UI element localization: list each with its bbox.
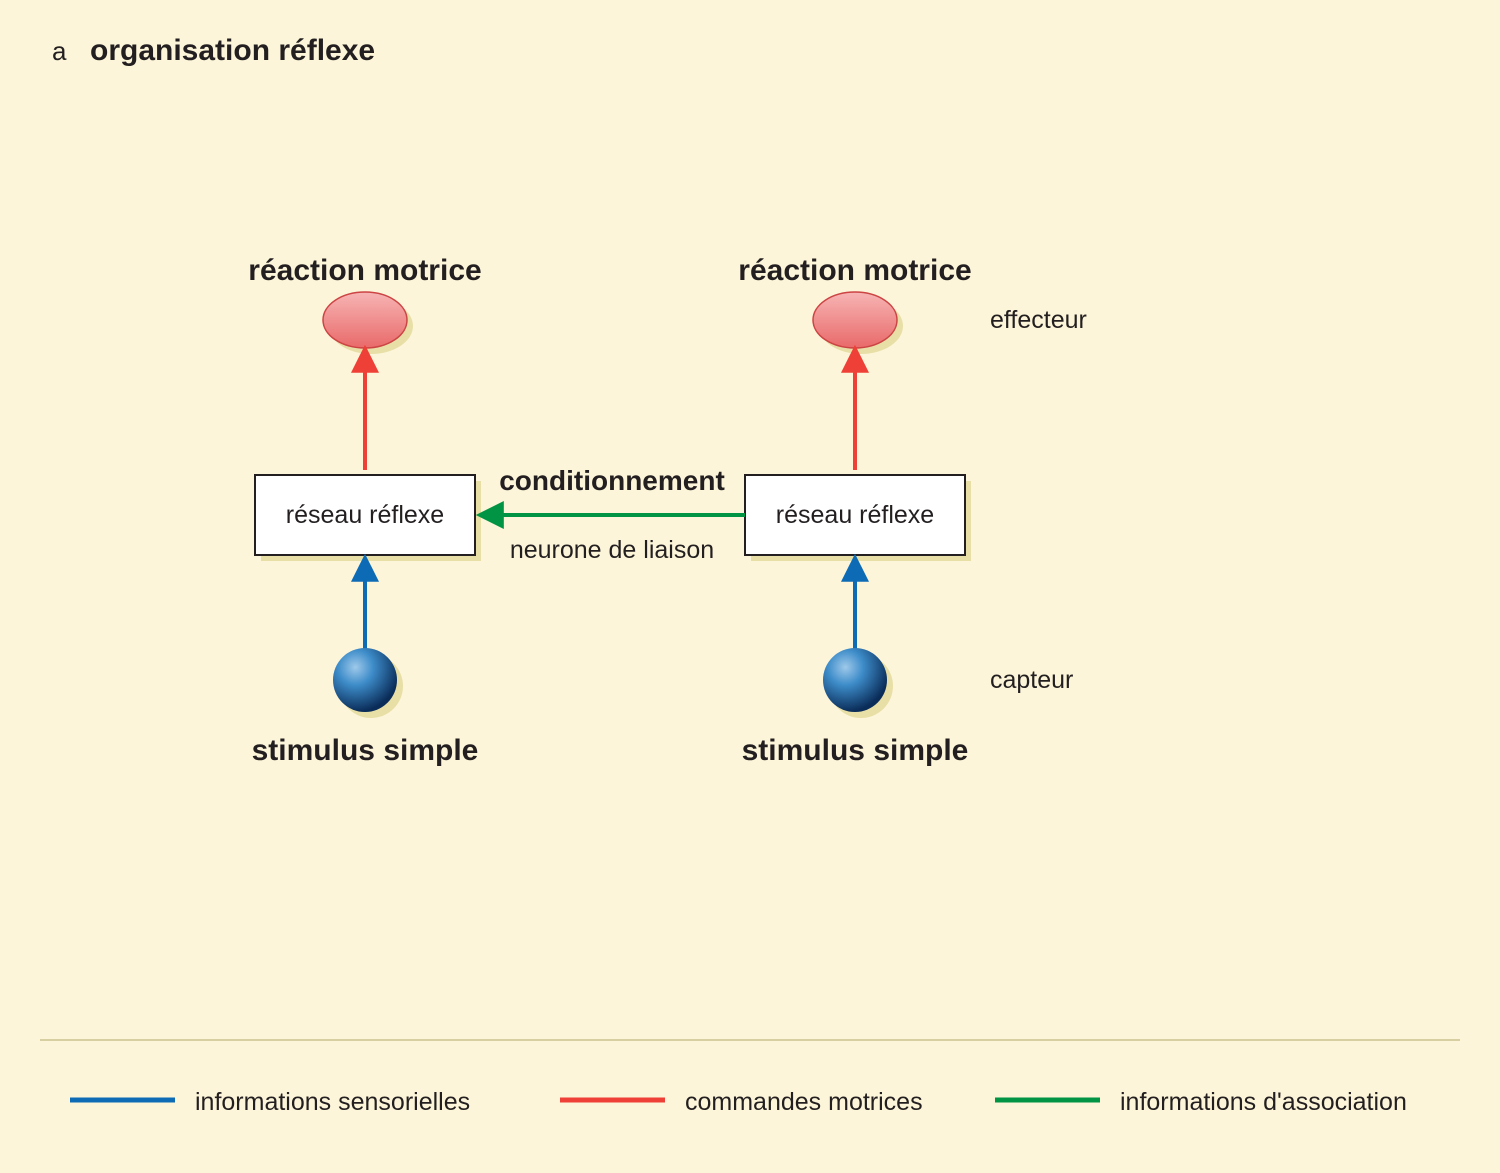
legend-label-motrices: commandes motrices xyxy=(685,1088,923,1116)
sensor-sphere-left xyxy=(333,648,397,712)
neurone-liaison-label: neurone de liaison xyxy=(510,536,714,564)
legend-label-sensorielles: informations sensorielles xyxy=(195,1088,470,1116)
bg xyxy=(0,0,1500,1173)
legend-label-association: informations d'association xyxy=(1120,1088,1407,1116)
diagram-canvas: a organisation réflexe réaction motrice … xyxy=(0,0,1500,1173)
stimulus-label-left: stimulus simple xyxy=(252,734,479,767)
reaction-label-left: réaction motrice xyxy=(248,254,481,287)
effector-ellipse-left xyxy=(323,292,407,348)
effector-ellipse-right xyxy=(813,292,897,348)
effecteur-label: effecteur xyxy=(990,306,1087,334)
conditionnement-label: conditionnement xyxy=(499,465,725,496)
stimulus-label-right: stimulus simple xyxy=(742,734,969,767)
reflex-box-label-right: réseau réflexe xyxy=(776,501,934,529)
legend: informations sensorielles commandes motr… xyxy=(70,1088,1407,1116)
reflex-box-label-left: réseau réflexe xyxy=(286,501,444,529)
reaction-label-right: réaction motrice xyxy=(738,254,971,287)
panel-letter: a xyxy=(52,36,67,66)
capteur-label: capteur xyxy=(990,666,1073,694)
sensor-sphere-right xyxy=(823,648,887,712)
panel-title: organisation réflexe xyxy=(90,34,375,67)
